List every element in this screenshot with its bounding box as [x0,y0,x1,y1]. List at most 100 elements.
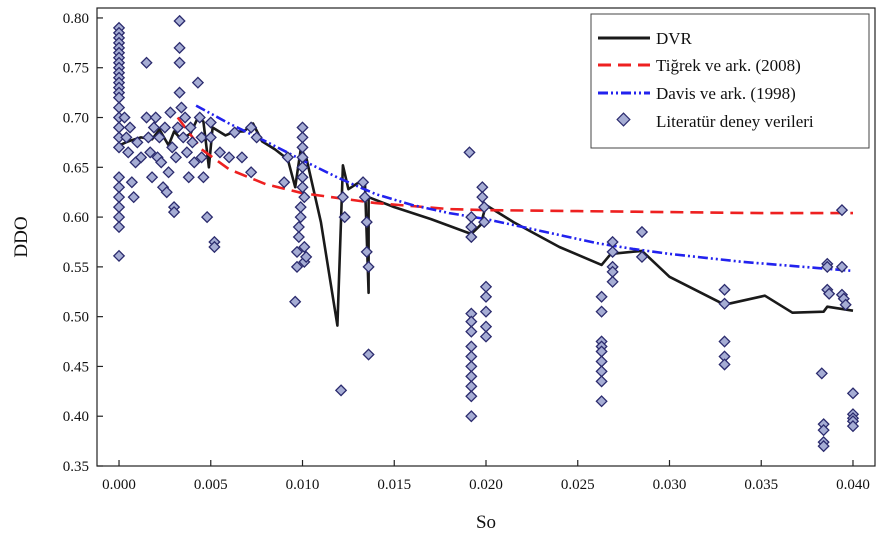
data-point-diamond [173,56,186,69]
data-point-diamond [147,121,161,134]
y-tick-label: 0.75 [63,61,89,77]
y-tick-label: 0.50 [63,310,89,326]
data-point-diamond [155,156,168,169]
data-point-diamond [835,260,849,273]
data-point-diamond [296,181,309,194]
data-point-diamond [112,141,126,154]
data-point-diamond [718,358,731,371]
x-tick-label: 0.005 [194,477,228,493]
y-tick-label: 0.40 [63,409,89,425]
legend-label-davis: Davis ve ark. (1998) [656,84,796,103]
data-point-diamond [191,76,205,89]
data-point-diamond [204,116,217,129]
legend-label-literatur: Literatür deney verileri [656,112,814,131]
series-line-1 [176,116,853,215]
data-point-diamond [250,131,263,144]
data-point-diamond [144,146,157,159]
data-point-diamond [186,136,199,149]
data-point-diamond [846,420,860,433]
x-tick-label: 0.035 [744,477,778,493]
data-point-diamond [595,305,608,318]
data-point-diamond [178,111,192,124]
data-point-diamond [839,298,852,311]
data-point-diamond [821,260,834,273]
data-point-diamond [356,176,370,189]
y-tick-label: 0.65 [63,160,89,176]
data-point-diamond [362,348,375,361]
data-point-diamond [245,121,258,134]
data-point-diamond [289,295,302,308]
y-tick-label: 0.35 [63,459,89,475]
data-point-diamond [123,121,137,134]
data-point-diamond [476,191,489,204]
data-point-diamond [718,283,731,296]
data-point-diamond [173,41,186,54]
x-tick-label: 0.030 [653,477,687,493]
data-point-diamond [290,260,304,273]
data-point-diamond [195,151,208,164]
data-point-diamond [180,146,194,159]
data-point-diamond [278,176,291,189]
data-point-diamond [290,245,304,259]
data-point-diamond [300,250,313,264]
data-point-diamond [338,210,351,224]
data-point-diamond [465,325,478,338]
data-point-diamond [182,171,195,184]
data-point-diamond [245,166,258,179]
y-tick-label: 0.45 [63,359,89,375]
data-point-diamond [478,215,491,229]
data-point-diamond [171,121,184,134]
data-point-diamond [118,111,131,124]
y-tick-label: 0.60 [63,210,89,226]
data-point-diamond [360,245,373,259]
legend-label-dvr: DVR [656,29,693,48]
x-tick-label: 0.000 [102,477,136,493]
data-point-diamond [595,395,608,408]
data-point-diamond [173,14,186,28]
data-point-diamond [213,146,227,159]
data-point-diamond [131,136,144,149]
data-point-diamond [134,151,148,164]
data-point-diamond [140,111,153,124]
data-point-diamond [465,410,478,423]
data-point-diamond [595,290,608,303]
y-axis-title: DDO [11,216,32,257]
data-point-diamond [823,287,836,300]
data-point-diamond [166,141,179,154]
data-point-diamond [188,156,201,169]
data-point-diamond [142,131,155,144]
data-point-diamond [835,203,849,217]
data-point-diamond [140,56,153,69]
x-tick-label: 0.025 [561,477,595,493]
x-tick-label: 0.040 [836,477,870,493]
data-point-diamond [228,126,241,139]
data-point-diamond [465,390,478,403]
y-tick-label: 0.55 [63,260,89,276]
data-point-diamond [195,131,208,144]
x-tick-label: 0.010 [286,477,320,493]
data-point-diamond [846,387,860,400]
data-point-diamond [112,220,126,234]
data-point-diamond [479,290,493,303]
data-point-diamond [718,335,731,348]
legend-label-tigrek: Tiğrek ve ark. (2008) [656,56,801,75]
data-point-diamond [334,384,348,397]
data-point-diamond [162,166,175,179]
data-point-diamond [606,245,619,259]
x-axis-title: So [476,512,496,533]
data-point-diamond [292,220,305,234]
data-point-diamond [635,250,649,264]
axes-layer: 0.000 0.005 0.010 0.015 0.020 0.025 0.030 0.035… [63,11,870,493]
data-point-diamond [173,86,186,99]
data-point-diamond [164,106,177,119]
data-point-diamond [294,210,307,224]
data-point-diamond [153,131,166,144]
data-point-diamond [200,210,214,224]
data-point-diamond [635,225,649,239]
data-point-diamond [222,151,236,164]
data-point-diamond [112,249,126,263]
y-tick-label: 0.70 [63,111,89,127]
data-point-diamond [120,131,133,144]
data-point-diamond [158,121,172,134]
